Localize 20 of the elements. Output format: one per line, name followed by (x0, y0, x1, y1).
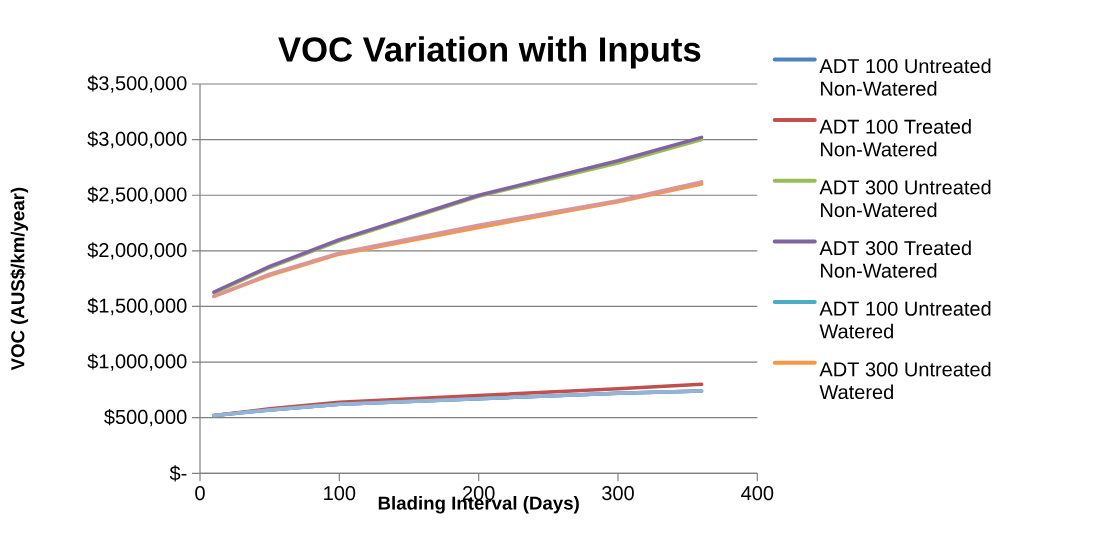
y-tick-label: $2,000,000 (87, 242, 187, 260)
y-tick-label: $- (169, 465, 187, 482)
y-axis-title: VOC (AUS$/km/year) (10, 187, 29, 371)
legend-label: ADT 100 Untreated Non-Watered (819, 58, 991, 96)
legend-label: ADT 300 Treated Non-Watered (819, 240, 971, 278)
y-tick-label: $500,000 (104, 409, 187, 427)
chart-title: VOC Variation with Inputs (278, 36, 701, 69)
x-tick-label: 100 (324, 486, 356, 501)
y-tick-label: $3,000,000 (87, 130, 187, 149)
legend-label: ADT 100 Untreated Watered (819, 301, 991, 339)
legend-label: ADT 300 Untreated Non-Watered (819, 179, 991, 218)
y-tick-label: $3,500,000 (87, 75, 187, 93)
x-tick-label: 0 (195, 486, 205, 501)
y-tick-label: $1,500,000 (87, 297, 187, 316)
y-tick-label: $2,500,000 (87, 186, 187, 204)
legend-label: ADT 100 Treated Non-Watered (819, 119, 971, 157)
x-tick-label: 400 (741, 486, 774, 501)
y-tick-label: $1,000,000 (87, 353, 187, 371)
legend-label: ADT 300 Untreated Watered (819, 361, 991, 400)
x-tick-label: 300 (602, 486, 634, 501)
